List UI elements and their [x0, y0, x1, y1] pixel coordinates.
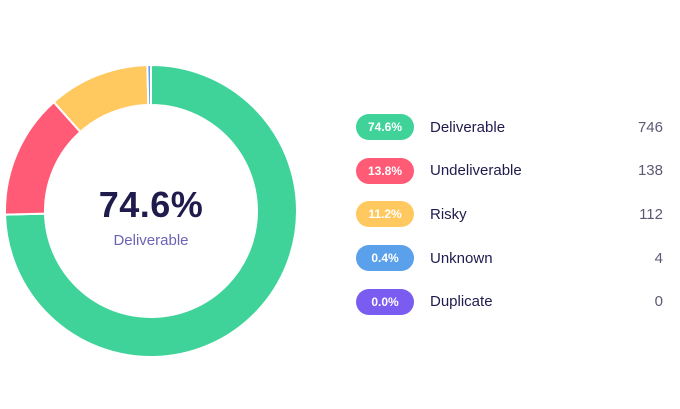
legend-row-duplicate: 0.0% Duplicate 0: [356, 288, 666, 315]
center-value: 74.6%: [98, 184, 204, 225]
legend-percent-pill: 74.6%: [356, 114, 414, 140]
legend-percent-pill: 0.4%: [356, 245, 414, 272]
legend-label: Undeliverable: [430, 162, 522, 180]
donut-chart: 74.6% Deliverable: [0, 60, 306, 366]
center-label: Deliverable: [113, 232, 189, 249]
legend-row-risky: 11.2% Risky 112: [356, 201, 666, 228]
donut-svg: [4, 64, 298, 358]
legend-row-deliverable: 74.6% Deliverable 746: [356, 114, 666, 140]
legend-label: Deliverable: [430, 118, 506, 136]
legend-label: Unknown: [430, 249, 493, 267]
legend-percent-pill: 0.0%: [356, 288, 414, 315]
legend-percent-pill: 11.2%: [356, 201, 414, 228]
legend-row-unknown: 0.4% Unknown 4: [356, 245, 666, 272]
legend-count: 138: [637, 162, 663, 180]
legend-row-undeliverable: 13.8% Undeliverable 138: [356, 157, 666, 184]
legend-count: 112: [639, 205, 663, 223]
donut-slice-unknown[interactable]: [146, 64, 152, 107]
legend-label: Duplicate: [430, 293, 493, 311]
donut-slice-deliverable[interactable]: [4, 64, 298, 358]
legend-percent-pill: 13.8%: [356, 157, 414, 184]
legend-label: Risky: [430, 205, 467, 223]
legend-count: 4: [654, 249, 663, 267]
legend-count: 746: [637, 118, 663, 136]
legend: 74.6% Deliverable 746 13.8% Undeliverabl…: [356, 114, 666, 332]
legend-count: 0: [654, 293, 663, 311]
